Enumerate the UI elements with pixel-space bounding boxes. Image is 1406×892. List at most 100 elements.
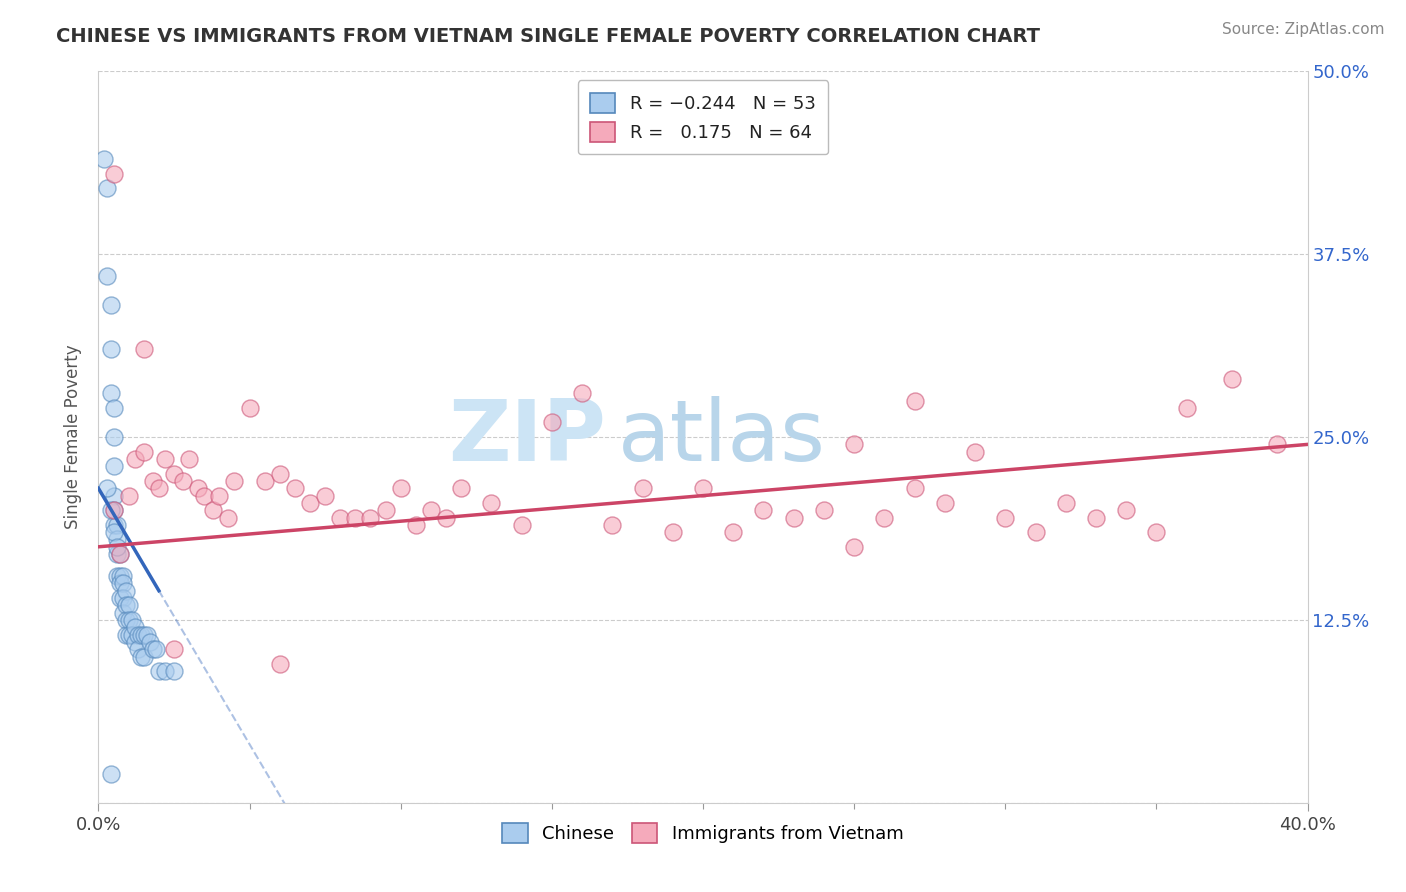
Point bbox=[217, 510, 239, 524]
Text: ZIP: ZIP bbox=[449, 395, 606, 479]
Point bbox=[114, 583, 136, 598]
Point bbox=[1175, 401, 1198, 415]
Point bbox=[111, 576, 134, 591]
Point bbox=[96, 481, 118, 495]
Point bbox=[132, 444, 155, 458]
Point bbox=[111, 606, 134, 620]
Point bbox=[124, 452, 146, 467]
Point bbox=[105, 569, 128, 583]
Point bbox=[405, 517, 427, 532]
Point bbox=[873, 510, 896, 524]
Point bbox=[121, 613, 143, 627]
Point bbox=[269, 657, 291, 671]
Point bbox=[299, 496, 322, 510]
Point bbox=[124, 620, 146, 634]
Point bbox=[253, 474, 276, 488]
Point bbox=[163, 664, 186, 678]
Point bbox=[129, 649, 152, 664]
Point bbox=[103, 503, 125, 517]
Point bbox=[103, 167, 125, 181]
Point bbox=[103, 459, 125, 474]
Point bbox=[108, 547, 131, 561]
Point bbox=[344, 510, 367, 524]
Point bbox=[208, 489, 231, 503]
Point bbox=[1144, 525, 1167, 540]
Point bbox=[148, 664, 170, 678]
Point bbox=[389, 481, 412, 495]
Point bbox=[118, 599, 141, 613]
Point bbox=[124, 635, 146, 649]
Point bbox=[844, 437, 866, 451]
Point bbox=[1115, 503, 1137, 517]
Point bbox=[153, 452, 176, 467]
Point bbox=[434, 510, 457, 524]
Point bbox=[108, 569, 131, 583]
Point bbox=[127, 627, 149, 641]
Point bbox=[450, 481, 472, 495]
Point bbox=[118, 613, 141, 627]
Point bbox=[374, 503, 396, 517]
Point bbox=[132, 649, 155, 664]
Point bbox=[111, 591, 134, 605]
Point bbox=[202, 503, 225, 517]
Point bbox=[1267, 437, 1289, 451]
Point bbox=[103, 525, 125, 540]
Point bbox=[752, 503, 775, 517]
Point bbox=[540, 416, 562, 430]
Point bbox=[661, 525, 683, 540]
Point bbox=[844, 540, 866, 554]
Point bbox=[132, 343, 155, 357]
Legend: Chinese, Immigrants from Vietnam: Chinese, Immigrants from Vietnam bbox=[494, 814, 912, 852]
Point bbox=[93, 152, 115, 166]
Point bbox=[994, 510, 1017, 524]
Point bbox=[114, 613, 136, 627]
Point bbox=[329, 510, 352, 524]
Point bbox=[100, 766, 122, 780]
Point bbox=[148, 481, 170, 495]
Point bbox=[103, 401, 125, 415]
Point bbox=[904, 393, 927, 408]
Point bbox=[142, 642, 165, 657]
Point bbox=[139, 635, 162, 649]
Point bbox=[934, 496, 956, 510]
Point bbox=[108, 591, 131, 605]
Point bbox=[239, 401, 262, 415]
Point bbox=[314, 489, 336, 503]
Point bbox=[172, 474, 194, 488]
Point bbox=[631, 481, 654, 495]
Point bbox=[602, 517, 624, 532]
Point bbox=[135, 627, 157, 641]
Point bbox=[904, 481, 927, 495]
Point bbox=[121, 627, 143, 641]
Point bbox=[103, 430, 125, 444]
Point bbox=[692, 481, 714, 495]
Point bbox=[179, 452, 201, 467]
Point bbox=[187, 481, 209, 495]
Point bbox=[105, 540, 128, 554]
Point bbox=[965, 444, 987, 458]
Text: atlas: atlas bbox=[619, 395, 827, 479]
Point bbox=[145, 642, 167, 657]
Point bbox=[118, 627, 141, 641]
Point bbox=[269, 467, 291, 481]
Point bbox=[132, 627, 155, 641]
Point bbox=[100, 386, 122, 401]
Point bbox=[1220, 371, 1243, 385]
Point bbox=[105, 547, 128, 561]
Y-axis label: Single Female Poverty: Single Female Poverty bbox=[65, 345, 83, 529]
Point bbox=[129, 627, 152, 641]
Point bbox=[142, 474, 165, 488]
Point bbox=[118, 489, 141, 503]
Point bbox=[284, 481, 307, 495]
Point bbox=[100, 343, 122, 357]
Point bbox=[114, 599, 136, 613]
Point bbox=[783, 510, 806, 524]
Point bbox=[1085, 510, 1108, 524]
Point bbox=[360, 510, 382, 524]
Point bbox=[1024, 525, 1046, 540]
Point bbox=[153, 664, 176, 678]
Point bbox=[163, 467, 186, 481]
Point bbox=[108, 547, 131, 561]
Point bbox=[723, 525, 745, 540]
Point bbox=[105, 517, 128, 532]
